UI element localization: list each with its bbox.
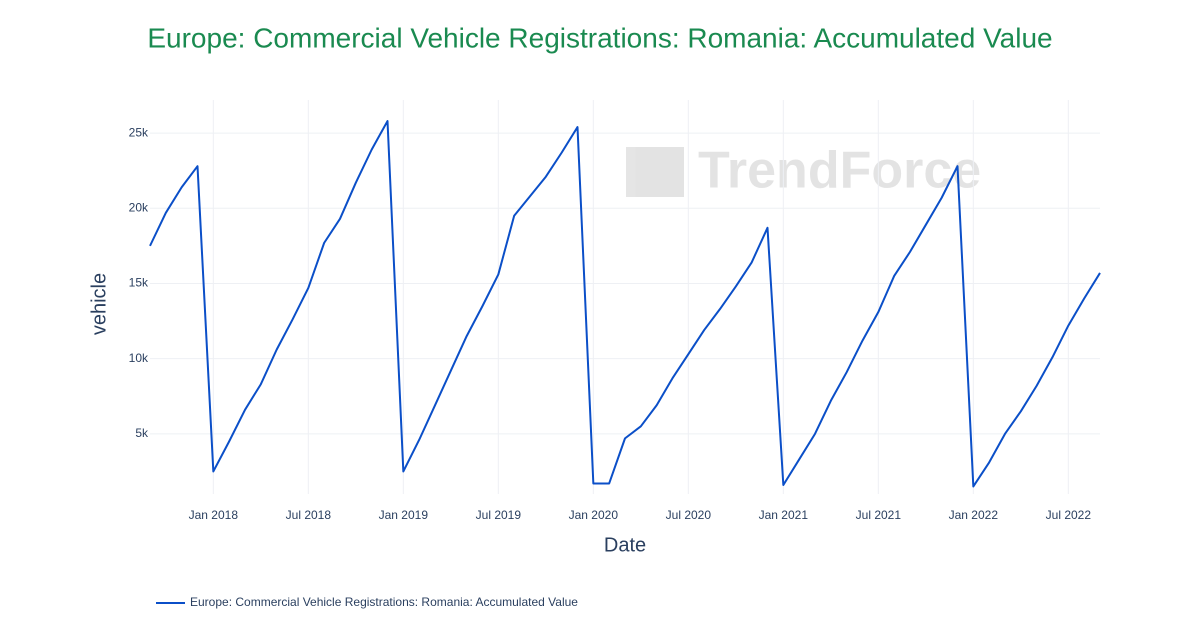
x-tick-label: Jul 2020 — [666, 508, 712, 522]
x-tick-label: Jul 2019 — [476, 508, 522, 522]
x-tick-label: Jan 2018 — [189, 508, 239, 522]
y-tick-label: 5k — [135, 426, 149, 440]
x-tick-label: Jan 2020 — [569, 508, 619, 522]
x-tick-label: Jan 2021 — [759, 508, 809, 522]
y-tick-label: 10k — [129, 351, 149, 365]
legend-label: Europe: Commercial Vehicle Registrations… — [190, 595, 578, 609]
x-tick-label: Jan 2019 — [379, 508, 429, 522]
watermark: TrendForce — [698, 142, 981, 200]
data-line — [149, 120, 1101, 488]
y-axis-title: vehicle — [88, 273, 110, 335]
y-tick-label: 15k — [129, 276, 149, 290]
x-tick-label: Jan 2022 — [949, 508, 999, 522]
x-tick-label: Jul 2018 — [286, 508, 332, 522]
y-tick-label: 20k — [129, 200, 149, 214]
chart-title: Europe: Commercial Vehicle Registrations… — [147, 22, 1052, 53]
x-axis-title: Date — [604, 534, 646, 556]
watermark-logo: TrendForce — [626, 142, 981, 200]
x-tick-label: Jul 2021 — [856, 508, 902, 522]
x-tick-label: Jul 2022 — [1046, 508, 1092, 522]
y-tick-label: 25k — [129, 125, 149, 139]
